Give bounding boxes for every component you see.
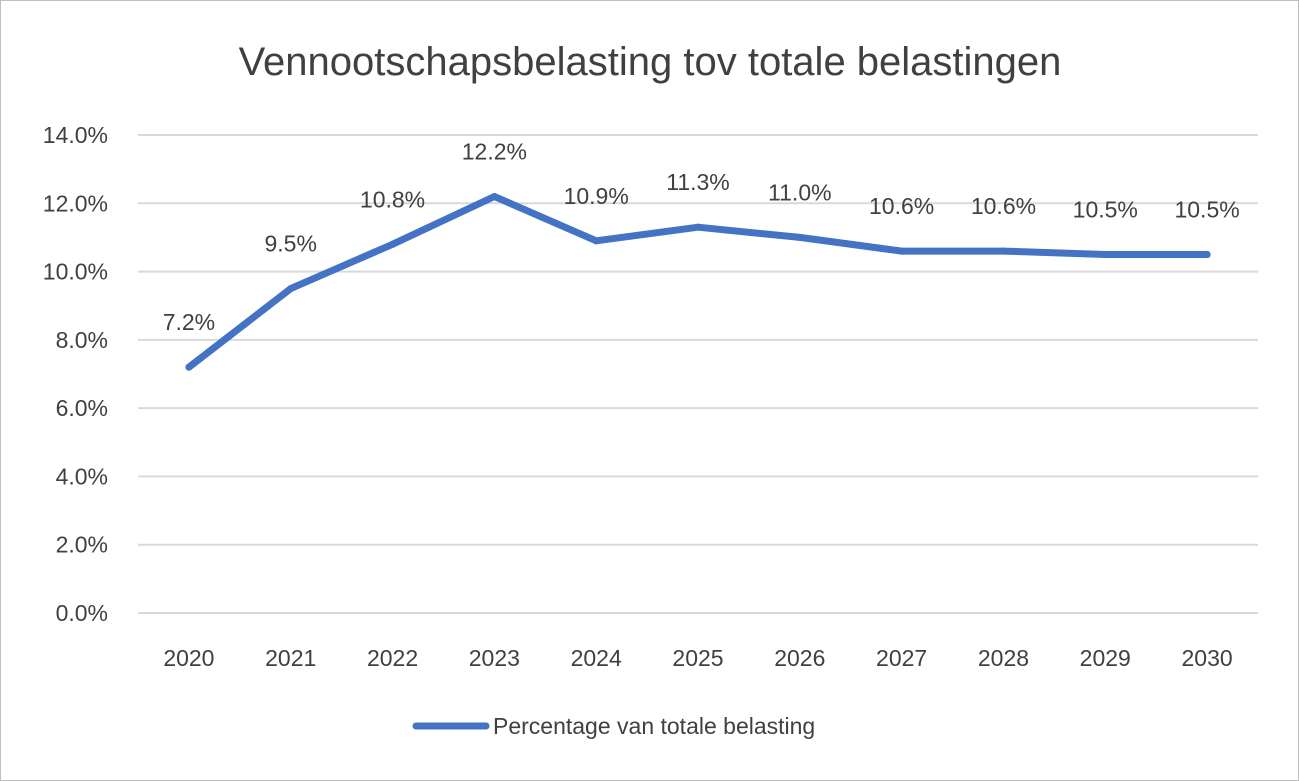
x-tick-label: 2026	[774, 645, 825, 671]
y-tick-label: 6.0%	[56, 395, 108, 421]
data-point	[1203, 251, 1211, 258]
y-tick-label: 0.0%	[56, 600, 108, 626]
y-tick-label: 2.0%	[56, 532, 108, 558]
series-line	[185, 193, 1211, 371]
data-point	[592, 237, 600, 245]
y-axis-ticks: 0.0% 2.0% 4.0% 6.0% 8.0% 10.0% 12.0% 14.0%	[43, 122, 108, 626]
y-tick-label: 12.0%	[43, 190, 108, 216]
y-tick-label: 10.0%	[43, 259, 108, 285]
data-label: 10.8%	[360, 186, 425, 212]
x-tick-label: 2029	[1080, 645, 1131, 671]
x-tick-label: 2028	[978, 645, 1029, 671]
data-point	[185, 363, 193, 371]
x-tick-label: 2027	[876, 645, 927, 671]
legend: Percentage van totale belasting	[412, 713, 815, 739]
data-point	[694, 223, 702, 231]
series-layer	[185, 192, 1211, 371]
data-label: 12.2%	[462, 138, 527, 164]
chart-title: Vennootschapsbelasting tov totale belast…	[239, 40, 1062, 84]
data-label: 11.3%	[666, 169, 730, 195]
data-label: 10.5%	[1073, 197, 1138, 223]
data-label: 9.5%	[265, 231, 317, 257]
data-labels: 7.2% 9.5% 10.8% 12.2% 10.9% 11.3% 11.0% 10.6% 10…	[163, 138, 1240, 335]
y-tick-label: 4.0%	[56, 463, 108, 489]
data-label: 7.2%	[163, 309, 215, 335]
data-point	[898, 247, 906, 255]
data-label: 10.6%	[971, 193, 1036, 219]
legend-label: Percentage van totale belasting	[493, 713, 815, 739]
data-label: 10.6%	[869, 193, 934, 219]
x-tick-label: 2025	[672, 645, 723, 671]
x-tick-label: 2021	[265, 645, 316, 671]
x-tick-label: 2030	[1182, 645, 1233, 671]
data-label: 11.0%	[768, 179, 832, 205]
x-tick-label: 2023	[469, 645, 520, 671]
data-point	[287, 285, 295, 293]
y-tick-label: 8.0%	[56, 327, 108, 353]
x-tick-label: 2024	[571, 645, 622, 671]
data-point	[1101, 251, 1109, 258]
data-point	[490, 192, 498, 200]
x-tick-label: 2022	[367, 645, 418, 671]
data-point	[999, 247, 1007, 255]
data-label: 10.5%	[1174, 197, 1239, 223]
data-point	[796, 233, 804, 241]
y-tick-label: 14.0%	[43, 122, 108, 148]
data-label: 10.9%	[564, 183, 629, 209]
data-point	[389, 240, 397, 248]
x-tick-label: 2020	[163, 645, 214, 671]
x-axis-ticks: 2020 2021 2022 2023 2024 2025 2026 2027 2028 2029…	[163, 645, 1232, 671]
